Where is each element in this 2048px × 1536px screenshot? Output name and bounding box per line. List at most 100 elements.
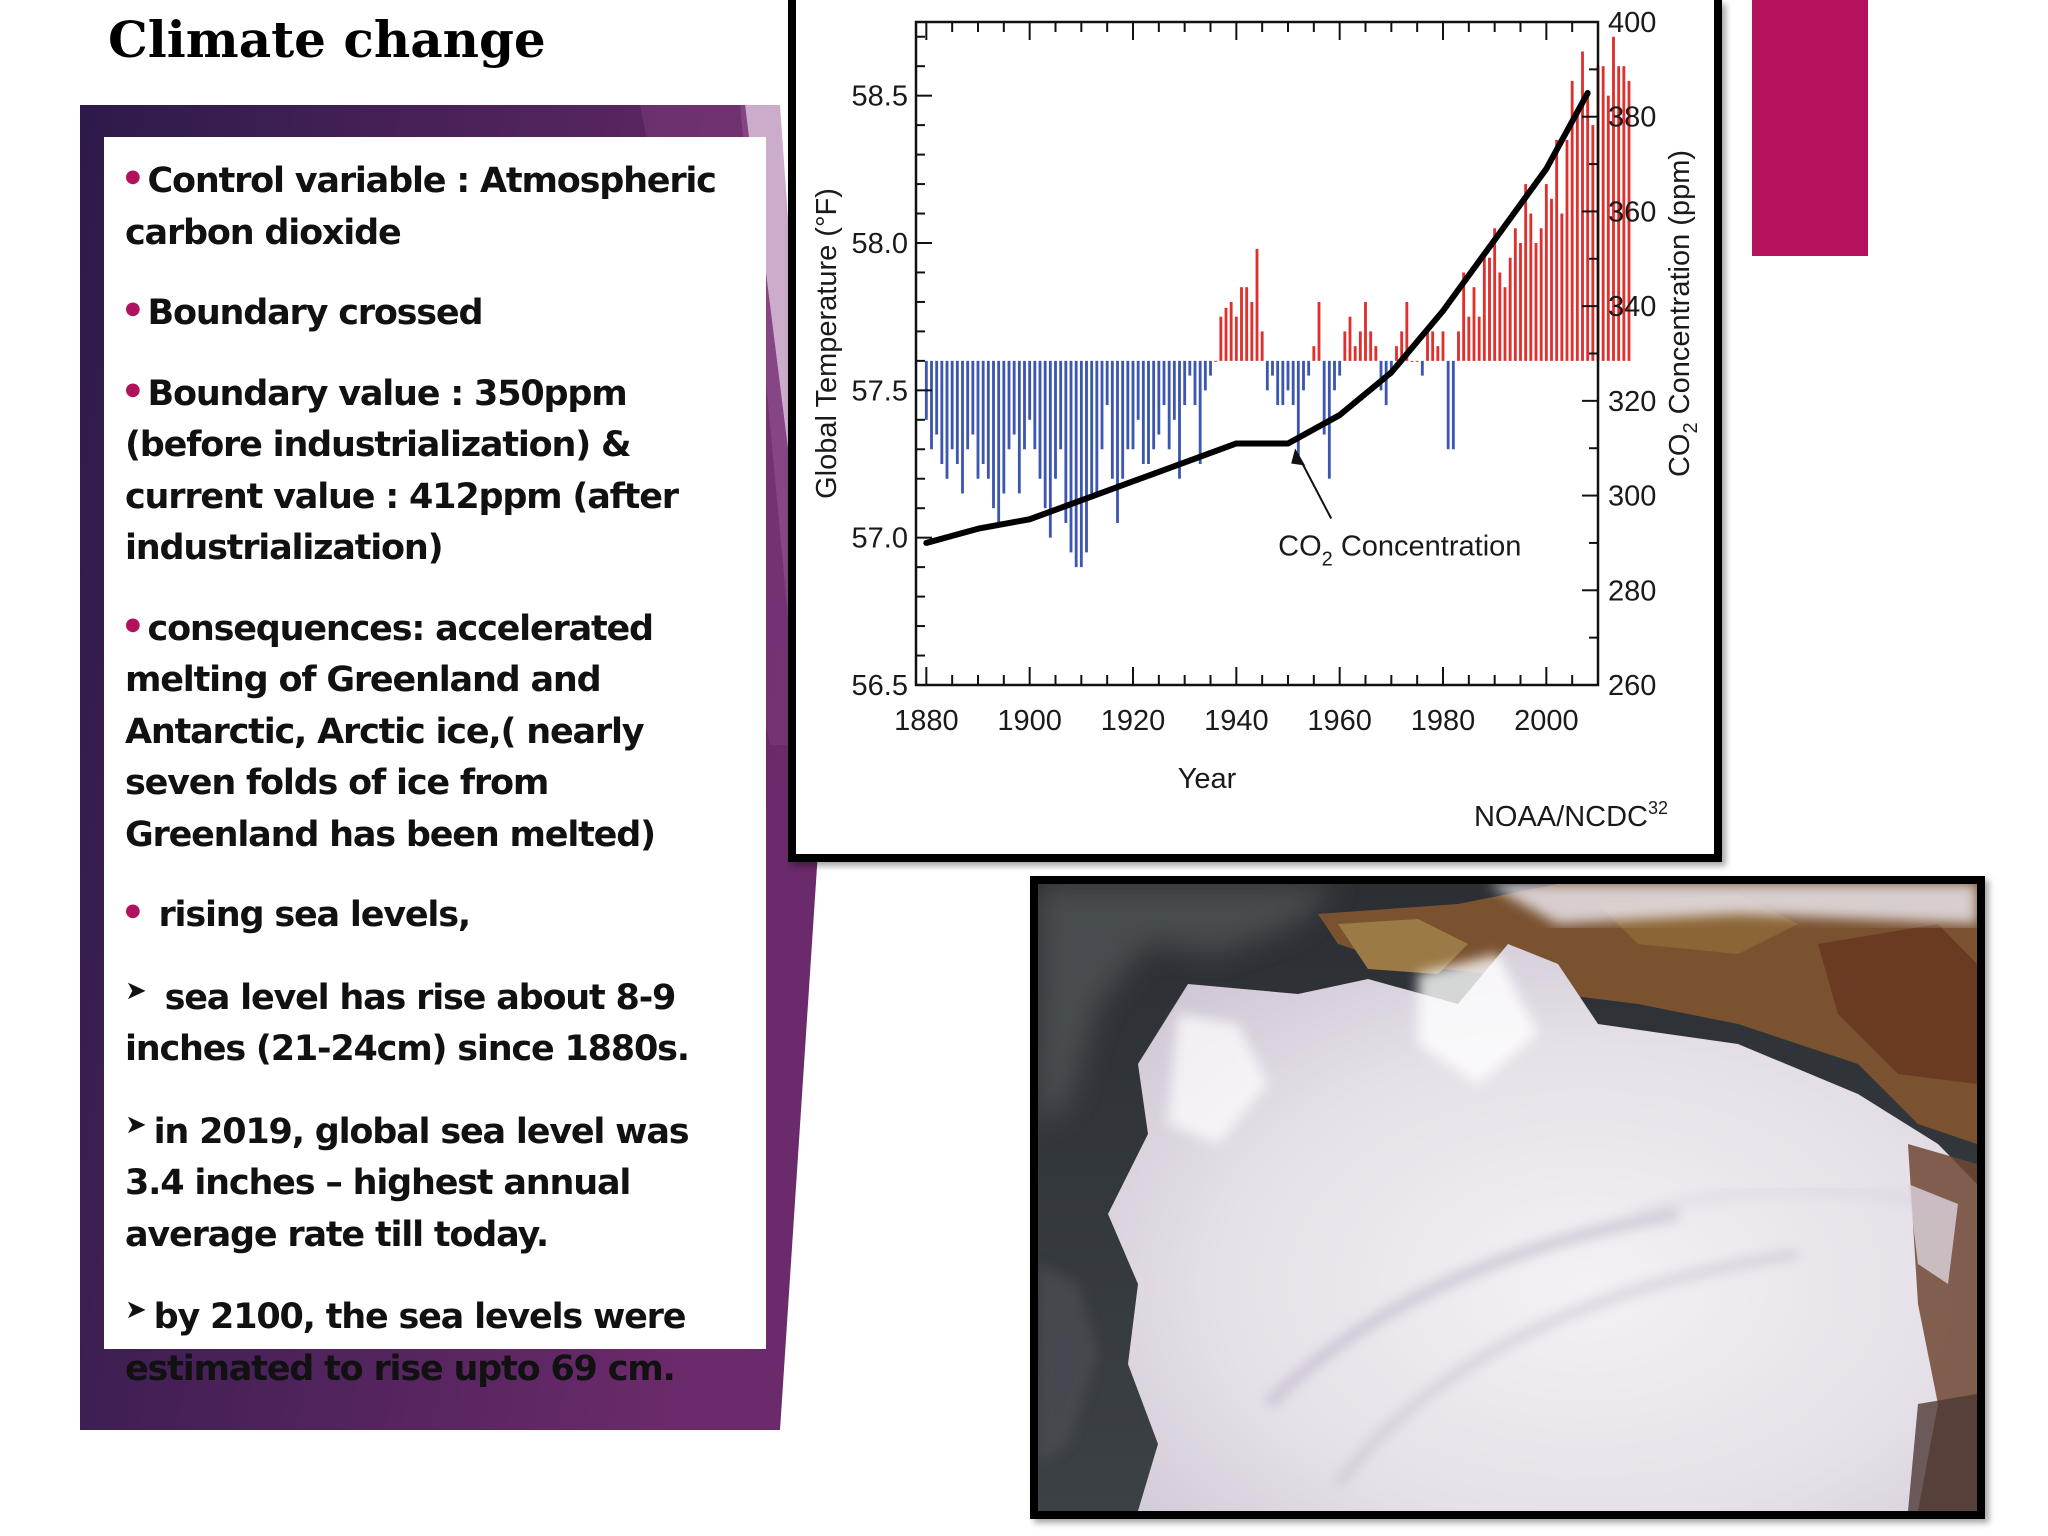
temperature-bar [971, 360, 975, 435]
temperature-bar [1007, 360, 1011, 450]
annotation-arrowhead-icon [1291, 448, 1306, 466]
bullet-text: consequences: accelerated melting of Gre… [125, 608, 656, 855]
source-text: NOAA/NCDC [1474, 801, 1648, 833]
temperature-bar [1555, 139, 1559, 361]
temperature-bar [1431, 331, 1435, 361]
temperature-bar [1353, 346, 1357, 361]
temperature-bar [1203, 360, 1207, 391]
temperature-bar [1157, 360, 1161, 435]
temperature-bar [1255, 248, 1259, 361]
temperature-bar [1415, 360, 1419, 362]
bullet-text: rising sea levels, [147, 895, 472, 935]
temperature-bar [1307, 360, 1311, 376]
temperature-bar [1074, 360, 1078, 568]
temperature-bar [1322, 360, 1326, 435]
temperature-bar [1529, 213, 1533, 361]
temperature-bar [1172, 360, 1176, 420]
y-right-label-subscript: 2 [1680, 422, 1702, 433]
x-axis-label: Year [1178, 763, 1237, 795]
temperature-bar [966, 360, 970, 450]
chart-source: NOAA/NCDC32 [1474, 798, 1668, 833]
temperature-bar [1508, 257, 1512, 361]
temperature-bar [1519, 243, 1522, 361]
temperature-bar [1358, 331, 1362, 361]
temperature-bar [1369, 331, 1373, 361]
bullet-text: sea level has rise about 8-9 inches (21-… [125, 977, 690, 1070]
bullet-text: Control variable : Atmospheric carbon di… [125, 161, 717, 253]
temperature-bar [1488, 257, 1491, 361]
temperature-bar [1426, 331, 1429, 361]
temperature-bar [1338, 360, 1342, 376]
bullet-item: ● Boundary crossed [125, 283, 746, 340]
y-left-axis-label: Global Temperature (°F) [811, 188, 843, 499]
temperature-bar [1286, 360, 1290, 391]
temperature-bar [1028, 360, 1032, 420]
temperature-bar [950, 360, 954, 450]
temperature-bar [1493, 228, 1497, 361]
temperature-bar [1622, 66, 1626, 361]
bullet-item: ● Control variable : Atmospheric carbon d… [125, 151, 746, 259]
temperature-bar [1503, 287, 1507, 361]
y-right-tick-label: 260 [1608, 670, 1656, 702]
temperature-bar [1276, 360, 1280, 406]
temperature-bar [1524, 184, 1528, 361]
y-left-tick-label: 57.0 [852, 523, 908, 555]
temperature-bar [1224, 307, 1228, 361]
temperature-bar [1343, 331, 1347, 361]
x-tick-label: 1880 [894, 705, 959, 737]
temperature-bar [1400, 331, 1404, 361]
temperature-bar [1152, 360, 1156, 450]
temperature-bar [1539, 228, 1543, 361]
accent-bar [1752, 0, 1868, 256]
temperature-bar [997, 360, 1001, 523]
temperature-bar [1095, 360, 1099, 494]
y-left-tick-label: 56.5 [852, 670, 908, 702]
bullet-text: Boundary value : 350ppm (before industri… [125, 373, 679, 569]
greenland-ice-photo [1030, 876, 1985, 1519]
bullet-list: ● Control variable : Atmospheric carbon d… [125, 151, 746, 1395]
bullet-item: ➤ sea level has rise about 8-9 inches (2… [125, 966, 746, 1076]
temperature-bar [1167, 360, 1171, 450]
y-right-tick-label: 320 [1608, 386, 1656, 418]
temperature-bar [1219, 316, 1223, 361]
dot-bullet-icon: ● [125, 613, 141, 635]
temperature-bar [1017, 360, 1021, 494]
temperature-bar [1513, 228, 1517, 361]
temperature-bar [1333, 360, 1336, 391]
temperature-bar [1451, 360, 1455, 450]
dot-bullet-icon: ● [125, 166, 141, 187]
arrow-bullet-icon: ➤ [125, 1295, 147, 1325]
y-right-label-suffix: Concentration (ppm) [1664, 150, 1696, 422]
y-left-tick-label: 58.5 [852, 81, 908, 113]
temperature-bar [1617, 66, 1621, 361]
y-right-label-prefix: CO [1664, 434, 1696, 478]
source-superscript: 32 [1648, 798, 1668, 818]
temperature-bar [1023, 360, 1026, 450]
temperature-bar [1240, 287, 1243, 361]
temperature-bar [1136, 360, 1140, 420]
y-right-tick-label: 380 [1608, 102, 1656, 134]
temperature-bar [1188, 360, 1192, 376]
temperature-bar [1384, 360, 1388, 406]
temperature-bar [945, 360, 949, 479]
bullet-text: Boundary crossed [147, 293, 484, 333]
bullet-text: by 2100, the sea levels were estimated t… [125, 1297, 686, 1389]
temperature-bar [940, 360, 944, 464]
temperature-bar [1100, 360, 1104, 450]
y-right-tick-label: 340 [1608, 291, 1656, 323]
temperature-bar [981, 360, 985, 464]
temperature-bar [1054, 360, 1057, 479]
co2-concentration-line [923, 90, 1591, 546]
temperature-bar [1591, 125, 1595, 361]
temperature-bar [1260, 331, 1264, 361]
temperature-bar [1364, 301, 1367, 361]
dot-bullet-icon: ● [125, 378, 141, 400]
y-left-tick-label: 58.0 [852, 228, 908, 260]
temperature-bar [1291, 360, 1295, 406]
temperature-bar [1183, 360, 1187, 406]
temperature-bar [1534, 243, 1538, 361]
x-tick-label: 1980 [1411, 705, 1476, 737]
temperature-bar [1296, 360, 1300, 464]
temperature-bar [1312, 346, 1316, 361]
temperature-bar [1575, 110, 1579, 361]
